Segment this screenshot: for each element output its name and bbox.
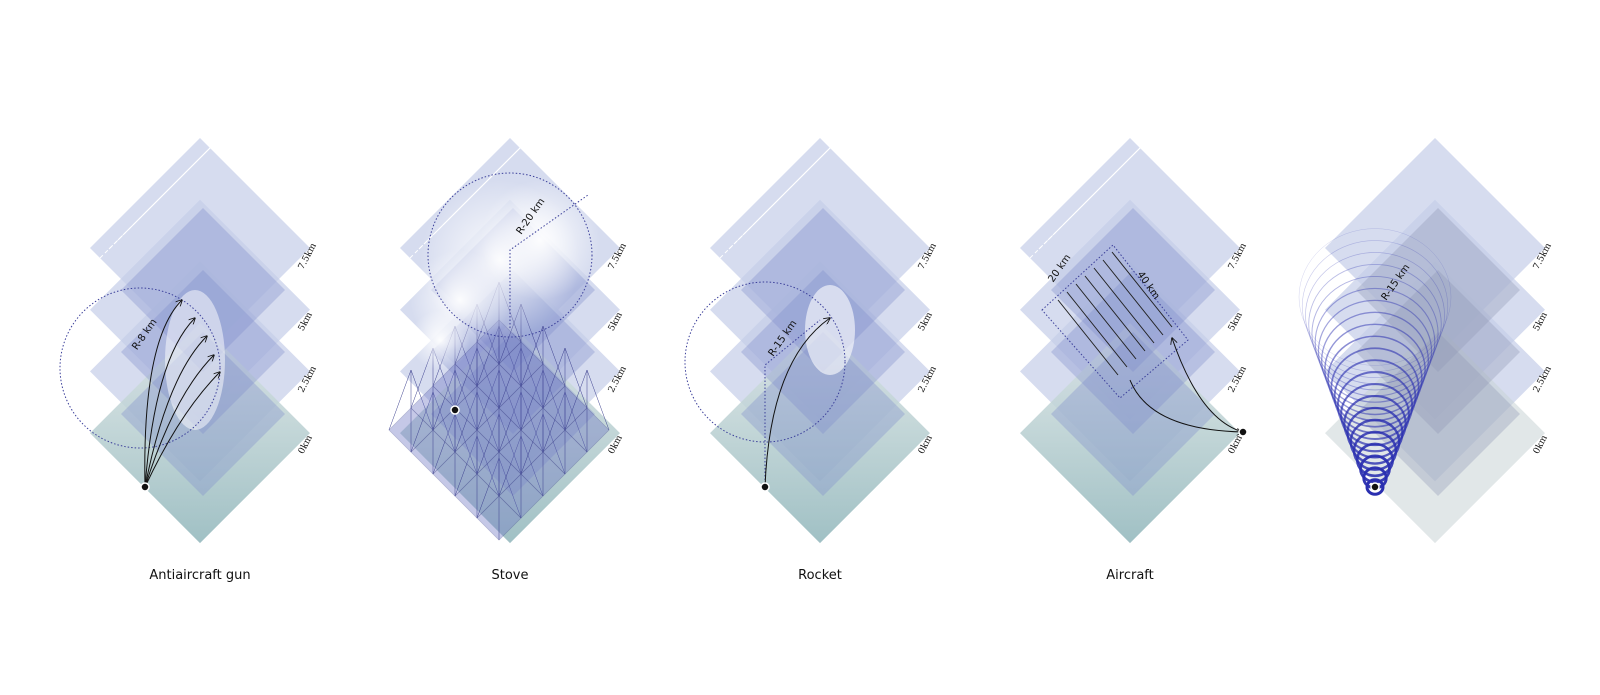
coverage-ring: [1314, 287, 1436, 397]
dashed-line: [144, 102, 256, 214]
pyramid-peak: [520, 325, 566, 408]
origin-dot: [760, 482, 770, 492]
inner-layer: [1356, 270, 1520, 434]
pyramid-peak: [542, 347, 588, 430]
glow: [805, 285, 855, 375]
dashed-line: [1074, 102, 1186, 214]
coverage-ring: [1308, 264, 1442, 385]
pyramid-peak: [564, 369, 610, 452]
coverage-ring: [1324, 323, 1426, 416]
inner-layer: [1356, 208, 1520, 372]
coverage-ring: [1317, 299, 1433, 403]
pyramid-peak: [388, 369, 434, 452]
dashed-line: [454, 102, 566, 214]
caption: Aircraft: [1106, 568, 1153, 583]
smoke: [410, 310, 470, 370]
range-circle: [427, 172, 593, 338]
trajectory: [144, 318, 195, 488]
trajectory: [1172, 338, 1244, 433]
coverage-ring: [1330, 347, 1420, 428]
coverage-ring: [1340, 383, 1410, 447]
range-circle: [59, 287, 221, 449]
flight-area: [1041, 244, 1189, 399]
smoke: [480, 180, 600, 300]
altitude-layer: [1020, 323, 1240, 544]
coverage-ring: [1301, 240, 1449, 372]
coverage-ring: [1336, 371, 1414, 440]
trajectory: [144, 372, 220, 488]
coverage-ring: [1365, 478, 1385, 496]
inner-layer: [741, 332, 905, 496]
inner-layer: [1051, 270, 1215, 434]
trajectory: [144, 355, 214, 488]
radius-line: [764, 319, 821, 487]
origin-dot: [140, 482, 150, 492]
range-circle: [684, 281, 846, 443]
trajectory: [144, 300, 182, 488]
trajectory: [1129, 379, 1243, 432]
caption: Antiaircraft gun: [149, 568, 250, 583]
glow: [165, 290, 225, 430]
origin-dot: [1238, 427, 1248, 437]
coverage-ring: [1298, 228, 1452, 366]
caption: Rocket: [798, 568, 842, 583]
inner-layer: [1051, 332, 1215, 496]
flight-path: [1057, 251, 1173, 376]
coverage-ring: [1320, 311, 1429, 410]
trajectory: [764, 318, 830, 488]
origin-dot: [1370, 482, 1380, 492]
radius-line: [509, 194, 589, 328]
trajectory: [144, 336, 207, 488]
coverage-ring: [1327, 335, 1423, 422]
caption: Stove: [492, 568, 529, 583]
inner-layer: [1356, 332, 1520, 496]
inner-layer: [121, 208, 285, 372]
coverage-ring: [1305, 252, 1445, 379]
origin-dot: [450, 405, 460, 415]
inner-layer: [1051, 208, 1215, 372]
coverage-ring: [1311, 275, 1439, 391]
dashed-line: [764, 102, 876, 214]
